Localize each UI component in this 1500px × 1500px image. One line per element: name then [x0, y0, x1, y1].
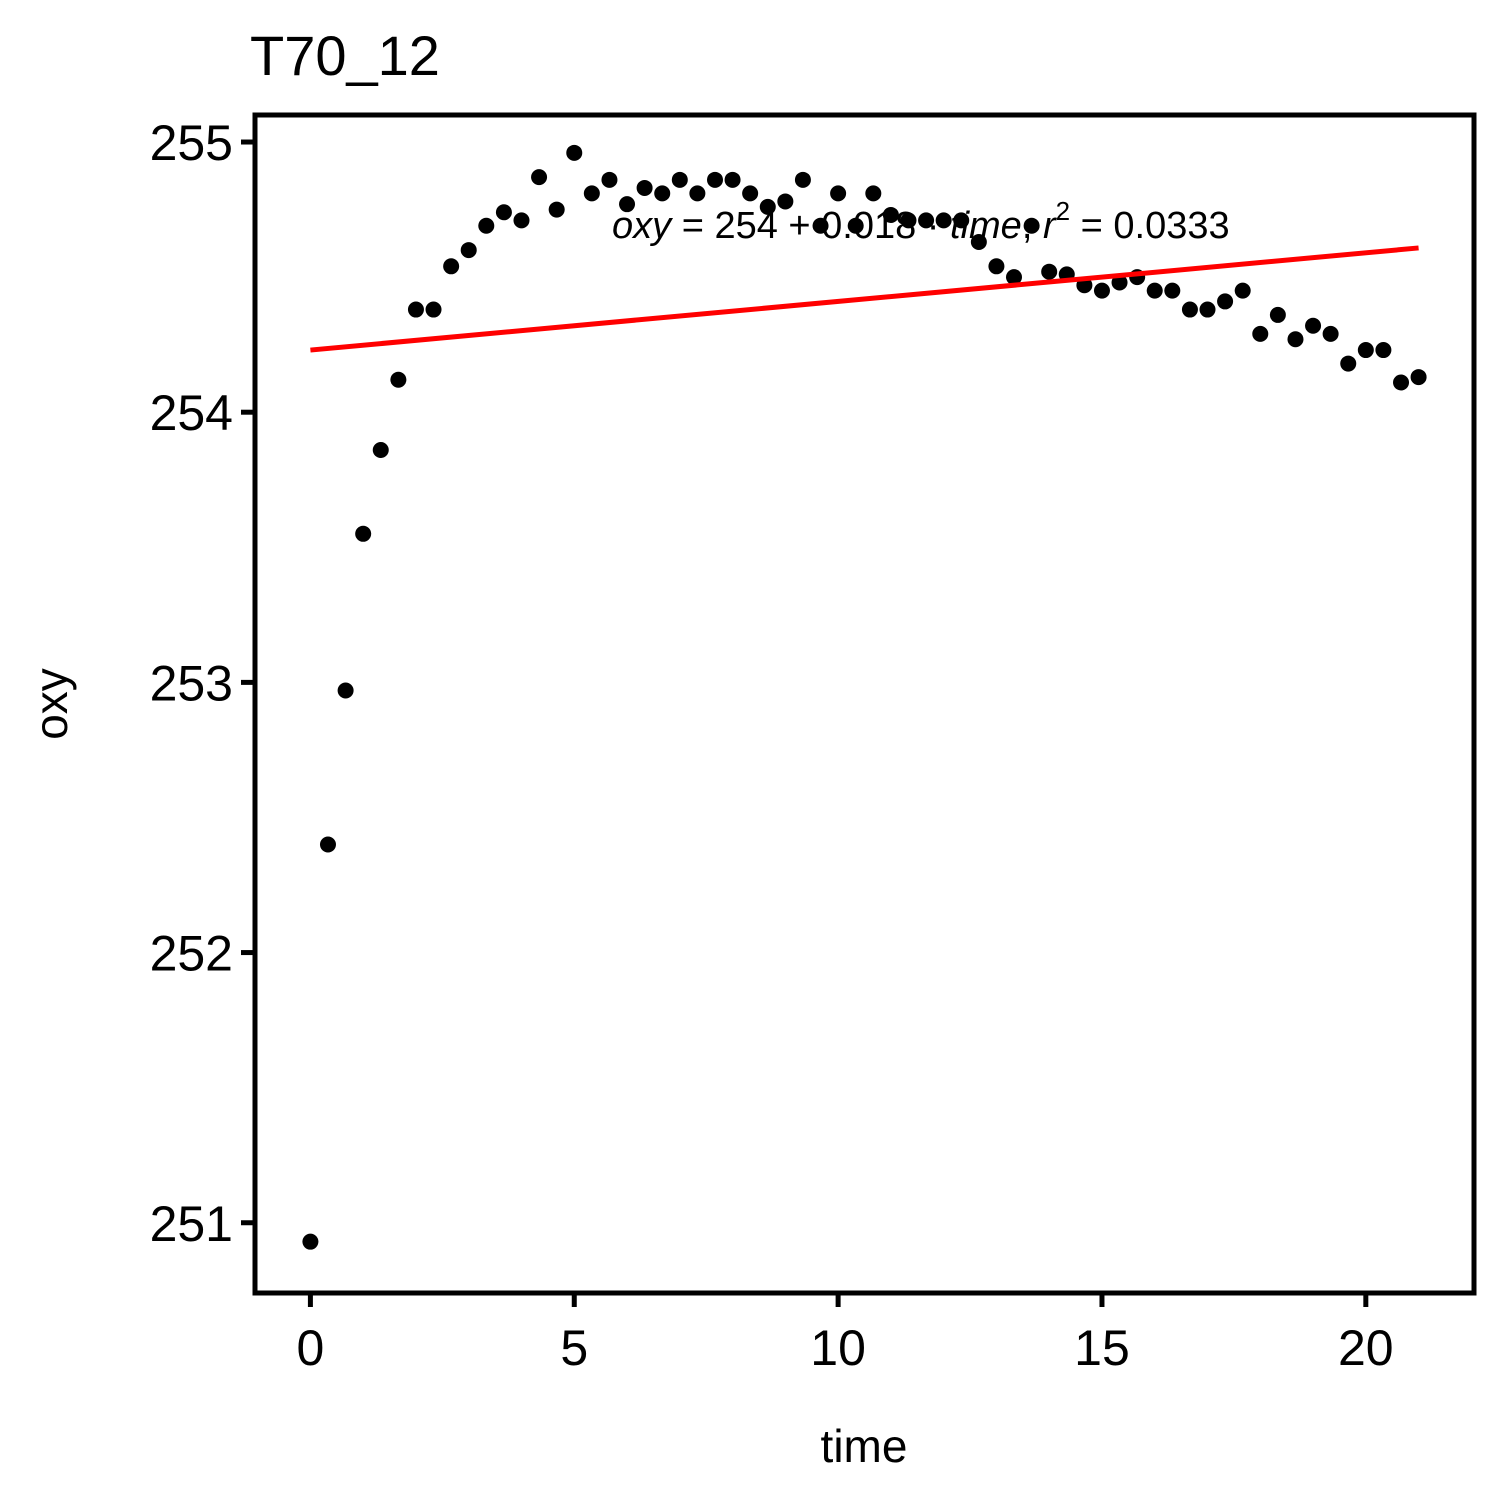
equation-lhs: oxy	[612, 205, 673, 247]
data-point	[900, 212, 917, 229]
data-point	[830, 185, 847, 202]
data-point	[1041, 263, 1058, 280]
data-point	[1217, 293, 1234, 310]
data-point	[812, 217, 829, 234]
data-point	[1357, 342, 1374, 359]
y-tick-label: 255	[150, 115, 233, 171]
data-point	[390, 371, 407, 388]
data-point	[953, 212, 970, 229]
data-point	[724, 171, 741, 188]
data-point	[918, 212, 935, 229]
data-point	[1287, 331, 1304, 348]
data-point	[1023, 217, 1040, 234]
data-point	[847, 217, 864, 234]
data-point	[1146, 282, 1163, 299]
equation-var: time	[950, 205, 1022, 247]
y-tick-label: 253	[150, 655, 233, 711]
data-point	[1375, 342, 1392, 359]
data-point	[1164, 282, 1181, 299]
data-point	[583, 185, 600, 202]
x-axis: 0 5 10 15 20	[297, 1293, 1394, 1376]
data-point	[460, 242, 477, 259]
regression-line	[310, 245, 1419, 353]
plot-panel	[252, 112, 1477, 1296]
data-point	[1181, 301, 1198, 318]
data-point	[355, 525, 372, 542]
data-point	[794, 171, 811, 188]
equation-r: r	[1043, 205, 1057, 247]
data-point	[619, 196, 636, 213]
data-point	[671, 171, 688, 188]
data-point	[478, 217, 495, 234]
x-axis-title: time	[821, 1420, 908, 1472]
data-point	[1234, 282, 1251, 299]
data-point	[707, 171, 724, 188]
data-point	[1340, 355, 1357, 372]
data-point	[759, 198, 776, 215]
regression-equation: oxy = 254 + 0.018 · time, r2 = 0.0333	[612, 196, 1230, 247]
equation-sep: ,	[1022, 205, 1043, 247]
x-tick-label: 15	[1074, 1320, 1130, 1376]
data-point	[865, 185, 882, 202]
data-point	[1093, 282, 1110, 299]
x-tick-label: 5	[560, 1320, 588, 1376]
data-point	[407, 301, 424, 318]
y-tick-label: 252	[150, 926, 233, 982]
data-point	[1252, 325, 1269, 342]
data-point	[1111, 274, 1128, 291]
data-point	[970, 233, 987, 250]
equation-r2-value: = 0.0333	[1070, 205, 1230, 247]
y-tick-label: 251	[150, 1196, 233, 1252]
equation-rhs: 254 + 0.018 ·	[714, 205, 950, 247]
y-axis: 251 252 253 254 255	[150, 115, 255, 1252]
data-point	[777, 193, 794, 210]
data-point	[1410, 369, 1427, 386]
data-point	[319, 836, 336, 853]
data-point	[601, 171, 618, 188]
data-point	[1305, 317, 1322, 334]
data-point	[988, 258, 1005, 275]
data-point	[302, 1233, 319, 1250]
data-point	[654, 185, 671, 202]
data-point	[337, 682, 354, 699]
equation-eq-sign: =	[671, 205, 714, 247]
chart-title: T70_12	[250, 24, 440, 87]
data-point	[1199, 301, 1216, 318]
data-point	[689, 185, 706, 202]
data-point	[548, 201, 565, 218]
data-point	[935, 212, 952, 229]
equation-superscript: 2	[1056, 196, 1070, 226]
data-point	[566, 144, 583, 161]
data-point	[513, 212, 530, 229]
data-point	[1005, 269, 1022, 286]
data-points	[302, 144, 1427, 1250]
data-point	[425, 301, 442, 318]
x-tick-label: 10	[810, 1320, 866, 1376]
data-point	[636, 179, 653, 196]
data-point	[443, 258, 460, 275]
data-point	[1322, 325, 1339, 342]
data-point	[372, 442, 389, 459]
data-point	[495, 204, 512, 221]
data-point	[1269, 306, 1286, 323]
data-point	[1393, 374, 1410, 391]
data-point	[742, 185, 759, 202]
x-tick-label: 20	[1338, 1320, 1394, 1376]
x-tick-label: 0	[297, 1320, 325, 1376]
y-axis-title: oxy	[25, 668, 77, 740]
data-point	[882, 206, 899, 223]
data-point	[531, 169, 548, 186]
y-tick-label: 254	[150, 385, 233, 441]
